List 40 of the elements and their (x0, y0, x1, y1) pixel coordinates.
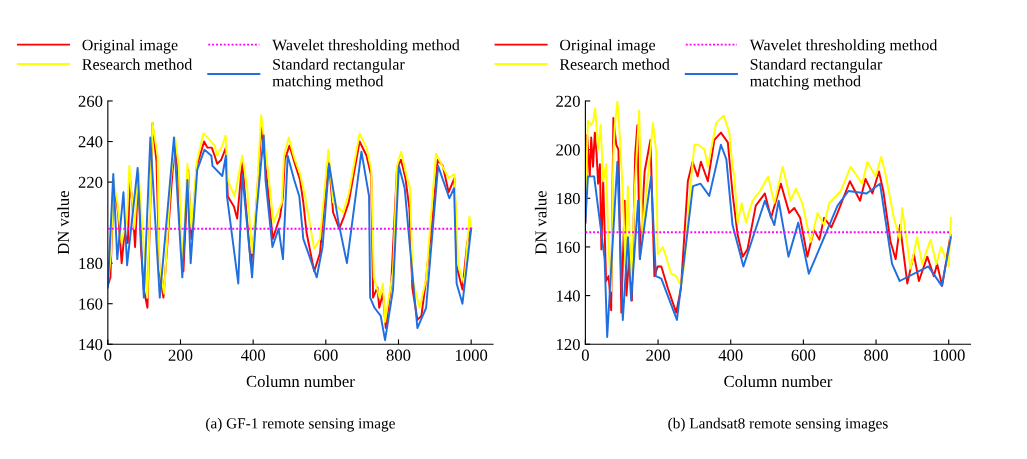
x-tick-label: 800 (864, 349, 888, 361)
x-tick-label: 800 (386, 349, 411, 361)
y-tick-label: 180 (557, 192, 580, 205)
y-tick-label: 260 (78, 95, 103, 107)
x-tick-label: 600 (314, 349, 338, 361)
y-tick-label: 120 (557, 338, 580, 351)
line-series (585, 143, 952, 338)
legend-label: Wavelet thresholding method (272, 39, 460, 54)
legend-label: Research method (82, 58, 193, 70)
x-tick-label: 1000 (455, 349, 488, 361)
y-axis-title: DN value (57, 191, 70, 255)
x-tick-label: 200 (646, 349, 670, 361)
y-tick-label: 140 (557, 290, 580, 302)
legend-label: Wavelet thresholding method (749, 39, 938, 54)
legend-label: Original image (560, 39, 656, 54)
x-tick-label: 400 (718, 349, 743, 361)
text: (a) GF-1 remote sensing image (206, 417, 395, 432)
y-tick-label: 160 (79, 298, 103, 310)
x-axis-title: Column number (246, 375, 355, 388)
legend-label: Standard rectangular matching method (272, 58, 405, 90)
x-tick-label: 0 (104, 349, 112, 361)
legend-label: Standard rectangular matching method (750, 58, 883, 90)
x-tick-label: 1000 (933, 349, 965, 361)
y-tick-label: 160 (557, 241, 580, 253)
legend-label: Original image (82, 39, 178, 54)
y-tick-label: 220 (78, 176, 103, 189)
x-tick-label: 400 (240, 349, 266, 361)
y-tick-label: 220 (556, 95, 580, 107)
text: (b) Landsat8 remote sensing images (668, 417, 888, 432)
y-tick-label: 240 (78, 136, 103, 148)
y-tick-label: 200 (556, 144, 580, 156)
x-tick-label: 200 (168, 349, 193, 361)
x-axis-title: Column number (724, 375, 833, 388)
y-tick-label: 180 (79, 257, 103, 270)
line-series (585, 100, 952, 292)
x-tick-label: 0 (581, 349, 589, 361)
y-tick-label: 140 (79, 338, 103, 351)
legend-label: Research method (559, 58, 670, 70)
y-axis-title: DN value (534, 191, 547, 255)
x-tick-label: 600 (791, 349, 816, 361)
